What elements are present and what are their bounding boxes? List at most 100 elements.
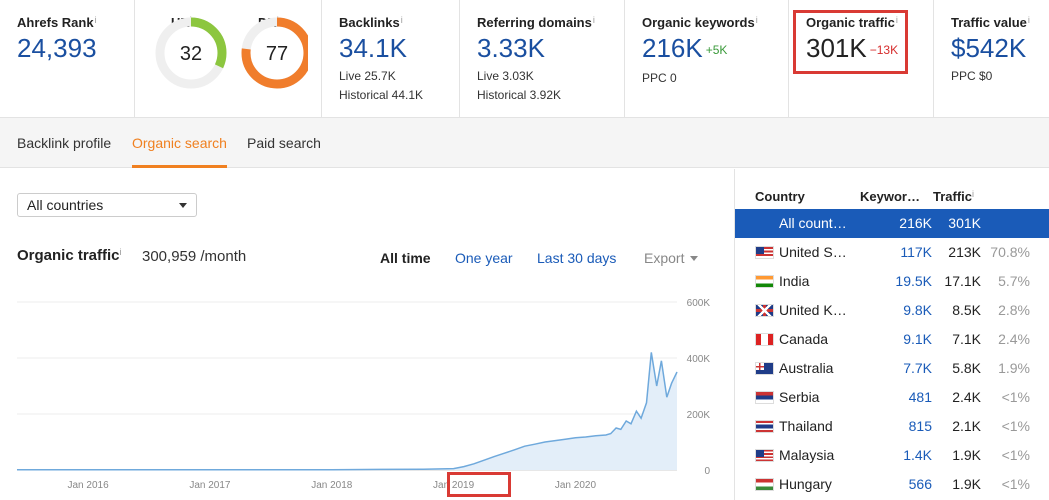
x-tick-label: Jan 2017 [189,480,231,491]
country-traffic-table: Country Keywor… Traffici All count… 216K 3… [734,169,1049,500]
country-traffic: 8.5K [952,302,981,318]
backlinks-label: Backlinks [339,15,400,30]
table-row[interactable]: United S… 117K 213K 70.8% [735,238,1049,267]
country-keywords[interactable]: 815 [908,418,932,434]
chart-traffic-value: 300,959 /month [142,248,247,265]
country-keywords[interactable]: 9.1K [903,331,932,347]
country-name[interactable]: India [779,273,810,289]
table-row[interactable]: Canada 9.1K 7.1K 2.4% [735,325,1049,354]
table-row[interactable]: Malaysia 1.4K 1.9K <1% [735,441,1049,470]
country-name[interactable]: Australia [779,360,834,376]
info-icon[interactable]: i [972,189,975,199]
country-select-value: All countries [27,197,104,213]
country-select[interactable]: All countries [17,193,197,217]
organic-keywords-value[interactable]: 216K [642,33,703,63]
chevron-down-icon [179,203,187,208]
country-share: 2.4% [998,331,1030,347]
table-row[interactable]: Thailand 815 2.1K <1% [735,412,1049,441]
backlinks-live[interactable]: Live 25.7K [339,69,396,83]
dr-gauge-arc [241,17,308,89]
info-icon[interactable]: i [119,247,122,257]
flag-canton [756,247,764,254]
info-icon[interactable]: i [1027,15,1030,25]
country-keywords[interactable]: 7.7K [903,360,932,376]
info-icon[interactable]: i [895,15,898,25]
table-row[interactable]: Australia 7.7K 5.8K 1.9% [735,354,1049,383]
chart-title-text: Organic traffic [17,247,120,264]
metrics-bar: Ahrefs Ranki 24,393 URi DRi 32 77 Backli… [0,0,1049,118]
country-keywords[interactable]: 1.4K [903,447,932,463]
country-name[interactable]: Hungary [779,476,832,492]
country-name[interactable]: United S… [779,244,847,260]
traffic-value-ppc: PPC $0 [951,69,993,83]
country-keywords[interactable]: 566 [908,476,932,492]
organic-traffic-value[interactable]: 301K [806,33,867,63]
country-share: 2.8% [998,302,1030,318]
flag-in-icon [755,275,774,288]
header-country[interactable]: Country [755,189,805,204]
info-icon[interactable]: i [400,15,403,25]
section-tabs: Backlink profile Organic search Paid sea… [0,118,1049,168]
referring-domains-historical[interactable]: Historical 3.92K [477,88,562,102]
country-share: <1% [1001,418,1030,434]
ahrefs-rank-value[interactable]: 24,393 [17,33,97,63]
country-traffic: 7.1K [952,331,981,347]
info-icon[interactable]: i [755,15,758,25]
organic-traffic-chart[interactable]: 0 200K 400K 600K Jan 2016 Jan 2017 Jan 2018 Jan… [0,282,733,500]
y-tick-label: 400K [687,354,711,365]
traffic-value-value[interactable]: $542K [951,33,1027,63]
backlinks-value[interactable]: 34.1K [339,33,407,63]
country-keywords[interactable]: 9.8K [903,302,932,318]
metric-backlinks: Backlinksi 34.1K Live 25.7K Historical 4… [322,0,460,118]
header-traffic[interactable]: Traffic [933,189,973,204]
country-keywords[interactable]: 19.5K [895,273,932,289]
header-keywords[interactable]: Keywor… [860,189,920,204]
country-keywords[interactable]: 481 [908,389,932,405]
tab-organic-search[interactable]: Organic search [132,118,227,168]
table-row[interactable]: United K… 9.8K 8.5K 2.8% [735,296,1049,325]
referring-domains-live[interactable]: Live 3.03K [477,69,534,83]
dr-gauge[interactable]: 77 [241,17,308,89]
country-share: <1% [1001,389,1030,405]
range-one-year[interactable]: One year [455,250,513,266]
export-button[interactable]: Export [644,250,699,266]
traffic-line [17,352,678,471]
country-name[interactable]: Canada [779,331,829,347]
flag-my-icon [755,449,774,462]
country-share: <1% [1001,476,1030,492]
country-name[interactable]: All count… [779,215,847,231]
country-share: 5.7% [998,273,1030,289]
chevron-down-icon [690,256,699,261]
metric-organic-traffic: Organic traffici 301K −13K [789,0,934,118]
x-tick-label: Jan 2016 [67,480,109,491]
table-row[interactable]: Hungary 566 1.9K <1% [735,470,1049,499]
flag-canton [756,305,764,312]
ur-gauge[interactable]: 32 [155,17,227,89]
country-name[interactable]: United K… [779,302,847,318]
metric-organic-keywords: Organic keywordsi 216K +5K PPC 0 [625,0,789,118]
info-icon[interactable]: i [94,15,97,25]
referring-domains-value[interactable]: 3.33K [477,33,545,63]
x-tick-label: Jan 2020 [555,480,597,491]
country-name[interactable]: Malaysia [779,447,835,463]
tab-backlink-profile[interactable]: Backlink profile [17,135,112,151]
table-row[interactable]: Serbia 481 2.4K <1% [735,383,1049,412]
country-keywords[interactable]: 117K [900,244,932,260]
table-row[interactable]: All count… 216K 301K [735,209,1049,238]
x-tick-label: Jan 2018 [311,480,353,491]
organic-keywords-delta: +5K [705,43,728,57]
y-tick-label: 600K [687,298,711,309]
country-name[interactable]: Serbia [779,389,820,405]
tab-paid-search[interactable]: Paid search [247,135,321,151]
country-traffic: 17.1K [944,273,981,289]
country-keywords[interactable]: 216K [899,215,932,231]
metric-ur-dr: URi DRi 32 77 [135,0,322,118]
range-all-time[interactable]: All time [380,250,431,266]
country-traffic: 1.9K [952,447,981,463]
backlinks-historical[interactable]: Historical 44.1K [339,88,424,102]
country-name[interactable]: Thailand [779,418,833,434]
info-icon[interactable]: i [592,15,595,25]
table-row[interactable]: India 19.5K 17.1K 5.7% [735,267,1049,296]
range-last-30-days[interactable]: Last 30 days [537,250,617,266]
flag-ca-icon [755,333,774,346]
